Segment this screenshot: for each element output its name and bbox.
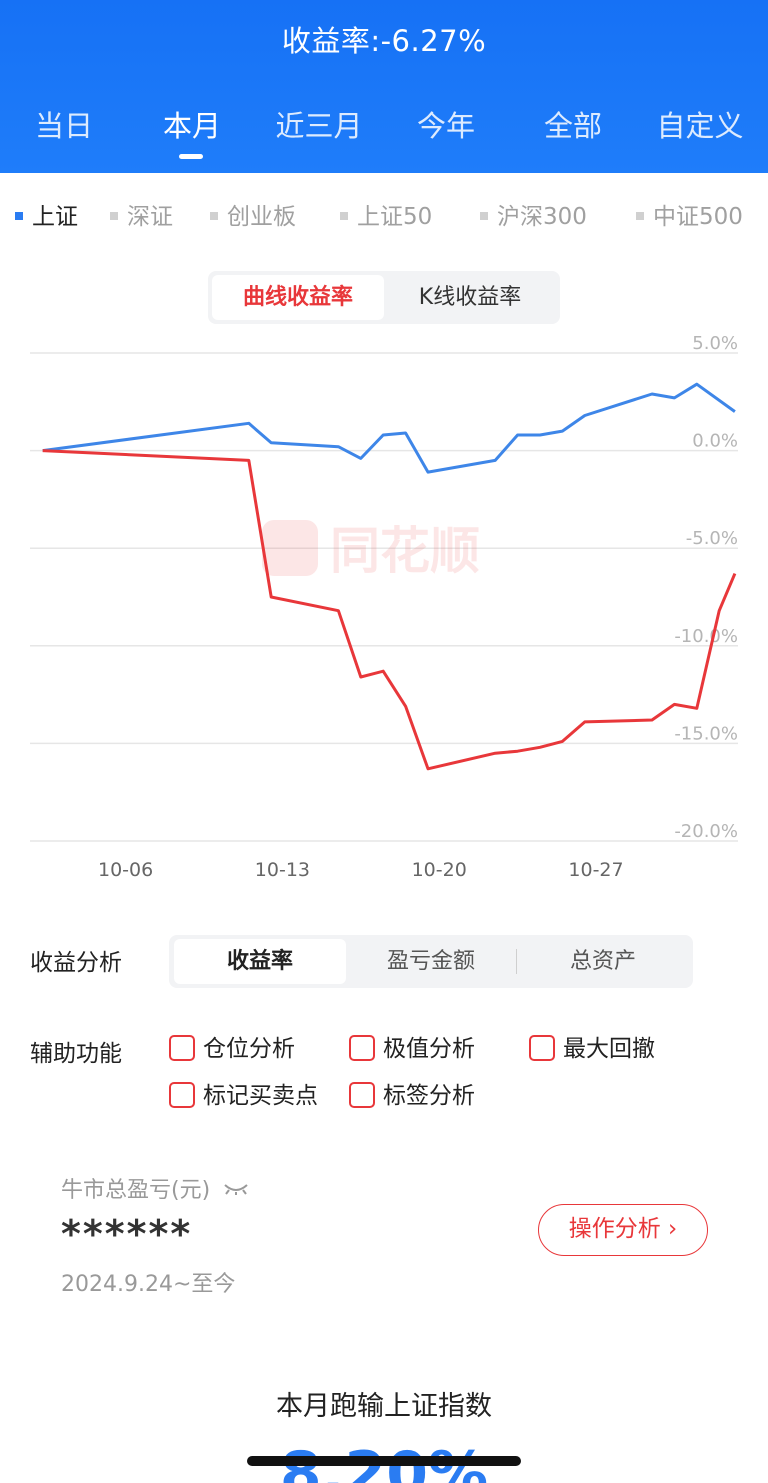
index-label: 沪深300	[497, 204, 587, 230]
index-shanghai[interactable]: 上证	[15, 200, 78, 234]
y-tick-label: 5.0%	[692, 333, 738, 354]
x-tick-label: 10-27	[568, 859, 623, 881]
checkbox-icon	[169, 1082, 195, 1108]
tab-all[interactable]: 全部	[543, 109, 602, 143]
total-assets-option[interactable]: 总资产	[569, 949, 636, 974]
checkbox-label: 最大回撤	[563, 1036, 655, 1062]
index-chinext[interactable]: 创业板	[210, 200, 296, 234]
active-tab-indicator	[179, 154, 203, 159]
home-indicator[interactable]	[247, 1456, 521, 1466]
watermark-logo-icon	[262, 520, 318, 576]
index-label: 创业板	[227, 204, 296, 230]
checkbox-label: 仓位分析	[203, 1036, 295, 1062]
aux-label: 辅助功能	[30, 1041, 122, 1067]
index-sse50[interactable]: 上证50	[340, 200, 432, 234]
analysis-label: 收益分析	[30, 950, 122, 976]
watermark-text: 同花顺	[330, 522, 480, 580]
tag-analysis-checkbox[interactable]: 标签分析	[349, 1081, 475, 1111]
index-csi300[interactable]: 沪深300	[480, 200, 587, 234]
chart-mode-switch: 曲线收益率 K线收益率	[208, 271, 560, 324]
mark-trades-checkbox[interactable]: 标记买卖点	[169, 1081, 318, 1111]
bull-pnl-value: ******	[61, 1212, 193, 1256]
y-tick-label: -15.0%	[674, 723, 738, 744]
index-label: 深证	[127, 204, 173, 230]
bull-pnl-date: 2024.9.24~至今	[61, 1272, 236, 1297]
analysis-switch: 收益率 盈亏金额 总资产	[169, 935, 693, 988]
checkbox-label: 极值分析	[383, 1036, 475, 1062]
header: 收益率:-6.27% 当日 本月 近三月 今年 全部 自定义	[0, 0, 768, 173]
position-analysis-checkbox[interactable]: 仓位分析	[169, 1034, 295, 1064]
x-tick-label: 10-20	[412, 859, 467, 881]
compare-text: 本月跑输上证指数	[276, 1391, 492, 1422]
checkbox-icon	[349, 1035, 375, 1061]
bull-pnl-label: 牛市总盈亏(元)	[61, 1172, 249, 1204]
tab-month[interactable]: 本月	[162, 109, 221, 143]
y-tick-label: -20.0%	[674, 821, 738, 842]
checkbox-icon	[529, 1035, 555, 1061]
x-tick-label: 10-06	[98, 859, 153, 881]
extreme-analysis-checkbox[interactable]: 极值分析	[349, 1034, 475, 1064]
index-label: 中证500	[653, 204, 743, 230]
tab-three-months[interactable]: 近三月	[275, 109, 363, 143]
header-title: 收益率:-6.27%	[281, 24, 487, 58]
index-label: 上证50	[357, 204, 433, 230]
legend-dot-icon	[340, 211, 348, 220]
index-return-line	[42, 382, 736, 474]
x-tick-label: 10-13	[255, 859, 310, 881]
index-label: 上证	[32, 204, 78, 230]
curve-return-option[interactable]: 曲线收益率	[212, 275, 384, 320]
tab-custom[interactable]: 自定义	[656, 109, 744, 143]
portfolio-return-line	[42, 449, 737, 771]
tab-year[interactable]: 今年	[416, 109, 475, 143]
chart-lines	[42, 382, 737, 771]
return-chart[interactable]: 同花顺 5.0% 0.0% -5.0% -10.0% -15.0% -20.0% 10-0…	[0, 330, 768, 890]
y-tick-label: -5.0%	[686, 528, 738, 549]
y-tick-label: 0.0%	[692, 431, 738, 452]
kline-return-option[interactable]: K线收益率	[418, 285, 522, 310]
checkbox-label: 标记买卖点	[203, 1083, 318, 1109]
index-shenzhen[interactable]: 深证	[110, 200, 173, 234]
index-selector: 上证 深证 创业板 上证50 沪深300 中证500	[0, 200, 768, 234]
legend-dot-icon	[110, 211, 118, 220]
legend-dot-icon	[210, 211, 218, 220]
index-csi500[interactable]: 中证500	[636, 200, 743, 234]
checkbox-label: 标签分析	[383, 1083, 475, 1109]
eye-closed-icon[interactable]	[223, 1182, 249, 1196]
tab-day[interactable]: 当日	[34, 109, 93, 143]
chart-grid	[30, 352, 738, 842]
checkbox-icon	[169, 1035, 195, 1061]
watermark: 同花顺	[262, 520, 480, 580]
x-axis-labels: 10-06 10-13 10-20 10-27	[98, 859, 624, 881]
max-drawdown-checkbox[interactable]: 最大回撤	[529, 1034, 655, 1064]
period-tabs: 当日 本月 近三月 今年 全部 自定义	[0, 104, 768, 164]
operation-analysis-button[interactable]: 操作分析 ›	[538, 1204, 708, 1256]
divider	[516, 949, 517, 974]
checkbox-icon	[349, 1082, 375, 1108]
legend-dot-icon	[15, 211, 23, 220]
return-rate-option[interactable]: 收益率	[174, 939, 346, 984]
profit-amount-option[interactable]: 盈亏金额	[386, 949, 475, 974]
y-axis-labels: 5.0% 0.0% -5.0% -10.0% -15.0% -20.0%	[674, 333, 738, 842]
legend-dot-icon	[480, 211, 488, 220]
bull-pnl-label-text: 牛市总盈亏(元)	[61, 1178, 211, 1203]
y-tick-label: -10.0%	[674, 626, 738, 647]
legend-dot-icon	[636, 211, 644, 220]
